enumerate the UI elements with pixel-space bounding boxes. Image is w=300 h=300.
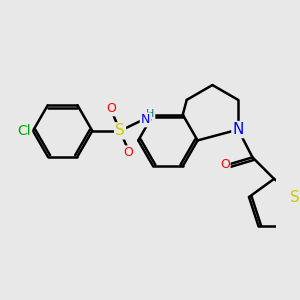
Text: N: N [141, 113, 150, 126]
Text: Cl: Cl [17, 124, 31, 138]
Text: S: S [290, 190, 300, 205]
Text: S: S [115, 123, 125, 138]
Text: N: N [232, 122, 244, 137]
Text: O: O [106, 102, 116, 115]
Text: O: O [220, 158, 230, 171]
Text: O: O [124, 146, 134, 159]
Text: H: H [146, 109, 154, 118]
